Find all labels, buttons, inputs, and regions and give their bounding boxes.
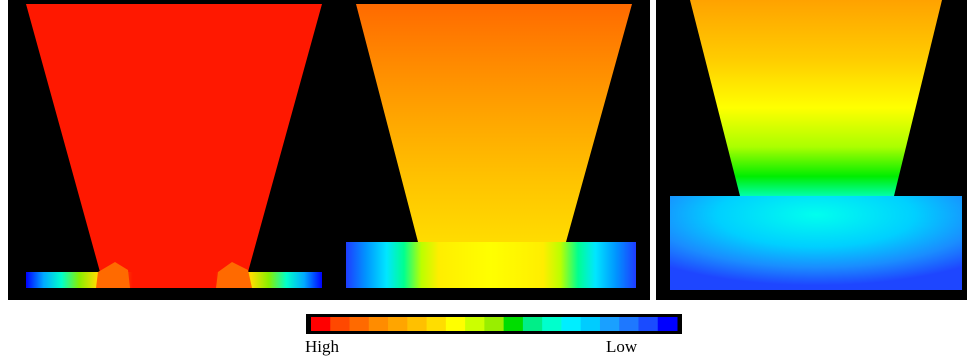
panel-3-base (670, 196, 962, 290)
colorbar-cell (388, 317, 408, 331)
colorbar-cell (407, 317, 428, 331)
colorbar-cell (484, 317, 505, 331)
colorbar-cell (311, 317, 331, 331)
colorbar-cell (580, 317, 601, 331)
panel-1-left-blob (96, 262, 130, 288)
colorbar-cell (330, 317, 351, 331)
colorbar-cell (619, 317, 639, 331)
colorbar-cell (445, 317, 466, 331)
colorbar-cell (426, 317, 447, 331)
colorbar-cell (542, 317, 562, 331)
panel-1-right-blob (216, 262, 252, 288)
panel-1 (8, 0, 336, 300)
colorbar-cell (561, 317, 582, 331)
colorbar-cells (311, 317, 678, 331)
panel-2-cone (356, 4, 632, 242)
panel-3-cone (690, 0, 942, 196)
panel-2-strip (346, 242, 636, 288)
colorbar-cell (599, 317, 620, 331)
colorbar-high-label: High (305, 337, 339, 356)
colorbar-low-label: Low (606, 337, 638, 356)
panel-3 (656, 0, 967, 300)
panel-2 (336, 0, 650, 300)
colorbar-cell (368, 317, 389, 331)
colorbar-cell (638, 317, 659, 331)
colorbar-cell (503, 317, 524, 331)
colorbar-cell (349, 317, 370, 331)
colorbar-cell (657, 317, 678, 331)
colorbar-cell (522, 317, 543, 331)
panel-1-strip (26, 272, 322, 288)
colorbar-cell (465, 317, 485, 331)
panel-1-cone (26, 4, 322, 272)
colorbar (306, 314, 682, 334)
